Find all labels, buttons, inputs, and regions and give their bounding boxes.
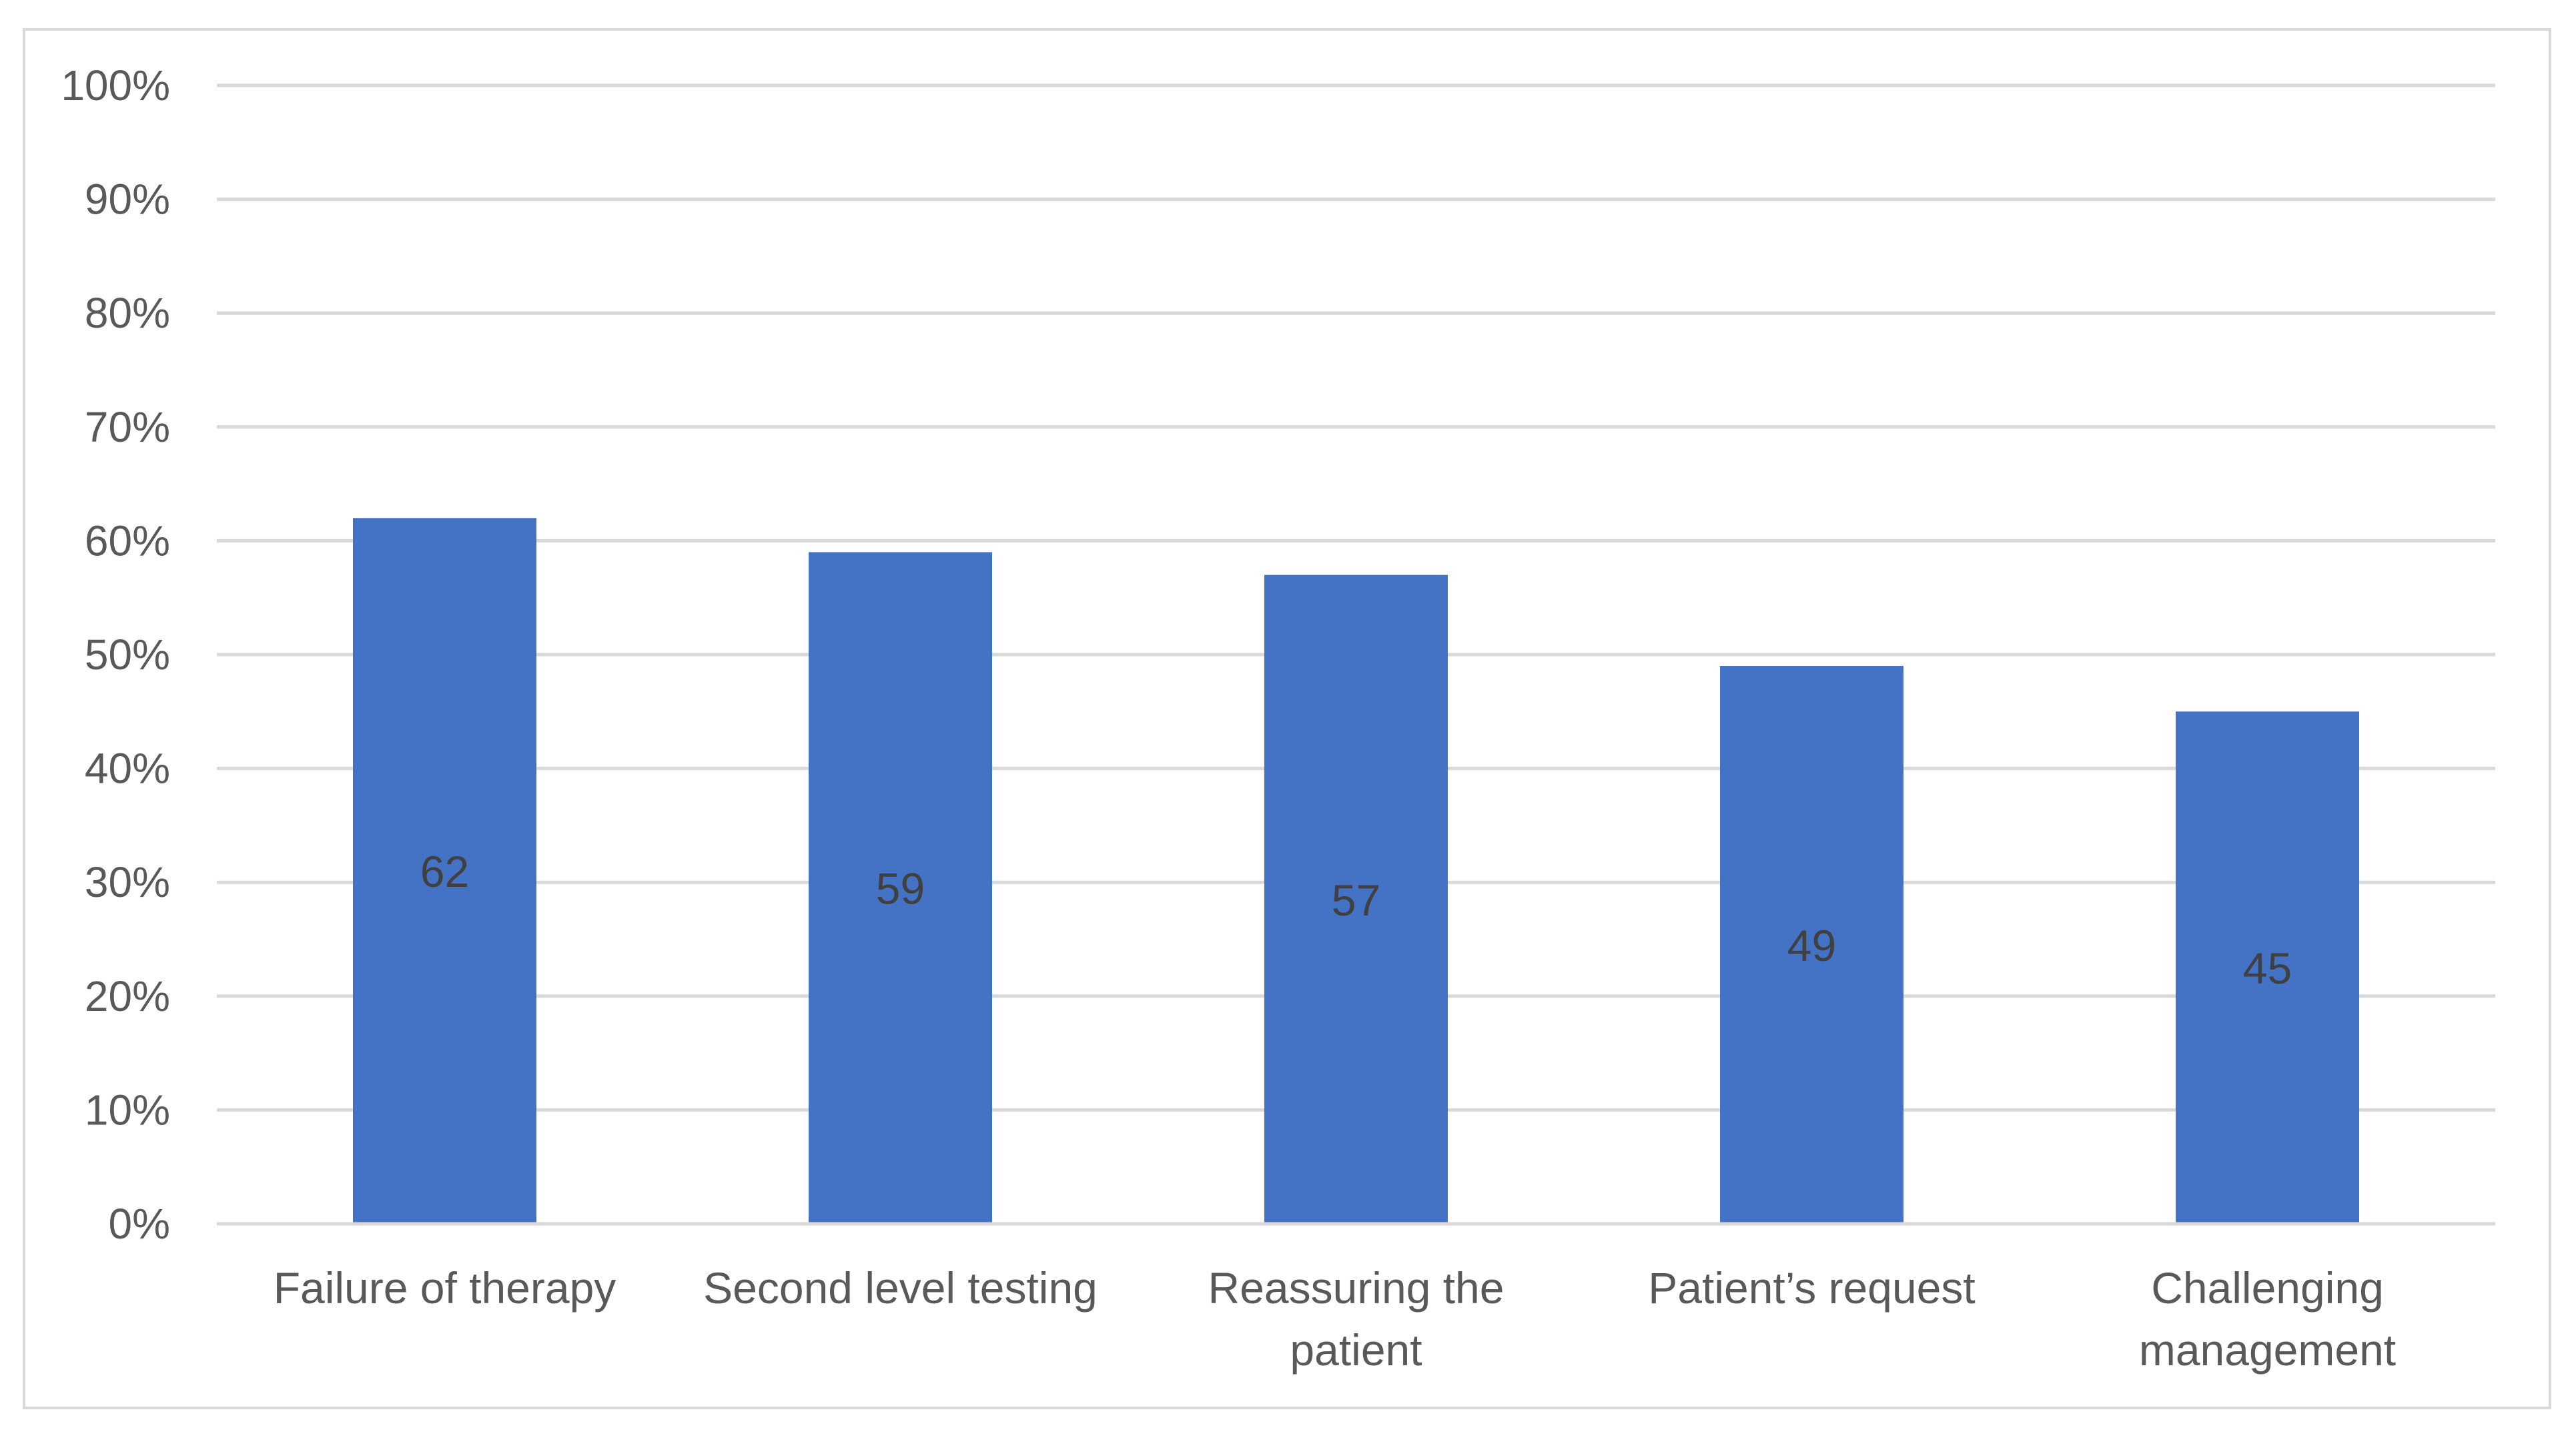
x-tick-label: Failure of therapy [274,1263,616,1313]
data-label: 45 [2243,944,2292,993]
y-tick-label: 40% [85,745,170,793]
x-tick-label: Patient’s request [1648,1263,1975,1313]
gridlines [217,83,2495,1112]
y-tick-label: 70% [85,403,170,451]
y-tick-label: 50% [85,631,170,679]
x-tick-label: Second level testing [703,1263,1098,1313]
data-labels: 62 59 57 49 45 [420,847,2292,993]
data-label: 57 [1332,875,1380,925]
y-tick-label: 10% [85,1086,170,1134]
y-tick-label: 100% [61,61,170,109]
bar [353,518,536,1224]
x-tick-label-line: Patient’s request [1648,1263,1975,1313]
bar [1720,666,1903,1224]
x-tick-label-line: Second level testing [703,1263,1098,1313]
bars [353,518,2359,1224]
x-tick-label-line: management [2139,1325,2396,1375]
x-tick-label-line: Challenging [2151,1263,2384,1313]
data-label: 49 [1787,921,1836,970]
x-tick-label-line: Failure of therapy [274,1263,616,1313]
bar [1264,575,1448,1224]
data-label: 62 [420,847,469,896]
x-tick-label-line: Reassuring the [1208,1263,1505,1313]
y-tick-label: 20% [85,972,170,1020]
x-tick-label: Challenging management [2139,1263,2396,1375]
x-axis-category-labels: Failure of therapy Second level testing Re… [274,1263,2396,1375]
data-label: 59 [876,864,925,914]
x-tick-label: Reassuring the patient [1208,1263,1505,1375]
x-tick-label-line: patient [1290,1325,1422,1375]
y-tick-label: 0% [109,1200,171,1248]
y-tick-label: 90% [85,175,170,224]
y-tick-label: 80% [85,289,170,337]
bar [809,552,992,1224]
y-tick-label: 30% [85,858,170,906]
y-tick-label: 60% [85,516,170,565]
bar [2176,711,2359,1224]
y-axis-tick-labels: 0% 10% 20% 30% 40% 50% 60% 70% 80% 90% 100% [61,61,170,1248]
